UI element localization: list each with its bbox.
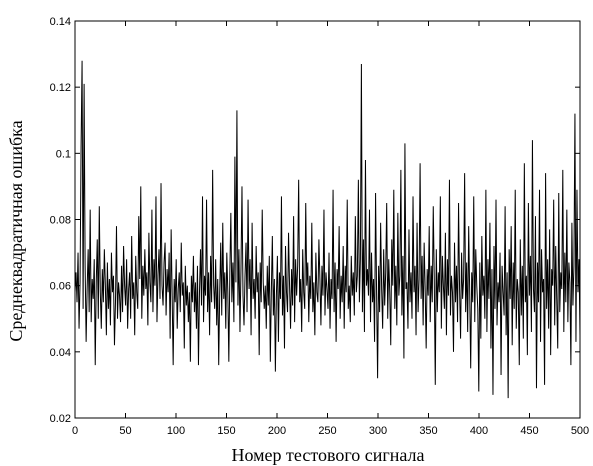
y-tick-label: 0.06 <box>50 281 71 293</box>
y-tick-label: 0.04 <box>50 347 71 359</box>
x-tick-label: 200 <box>268 425 286 437</box>
y-axis-label: Среднеквадратичная ошибка <box>6 120 26 341</box>
x-axis-label: Номер тестового сигнала <box>231 445 424 465</box>
axis-ticks: 0 50 100 150 200 250 300 350 400 450 500 0.02 0.04 0.… <box>50 16 590 437</box>
series-line-0 <box>74 60 581 399</box>
y-tick-label: 0.02 <box>50 413 71 425</box>
x-tick-label: 450 <box>520 425 538 437</box>
x-tick-label: 50 <box>119 425 131 437</box>
x-tick-label: 100 <box>167 425 185 437</box>
x-tick-label: 300 <box>369 425 387 437</box>
x-tick-label: 500 <box>571 425 589 437</box>
x-tick-label: 0 <box>72 425 78 437</box>
y-tick-label: 0.14 <box>50 16 71 28</box>
x-tick-label: 400 <box>470 425 488 437</box>
axes-box <box>74 20 581 419</box>
x-tick-label: 150 <box>217 425 235 437</box>
y-tick-label: 0.1 <box>56 148 71 160</box>
y-tick-label: 0.08 <box>50 215 71 227</box>
plot-area <box>74 20 581 419</box>
x-tick-label: 250 <box>318 425 336 437</box>
y-tick-label: 0.12 <box>50 82 71 94</box>
x-tick-label: 350 <box>419 425 437 437</box>
